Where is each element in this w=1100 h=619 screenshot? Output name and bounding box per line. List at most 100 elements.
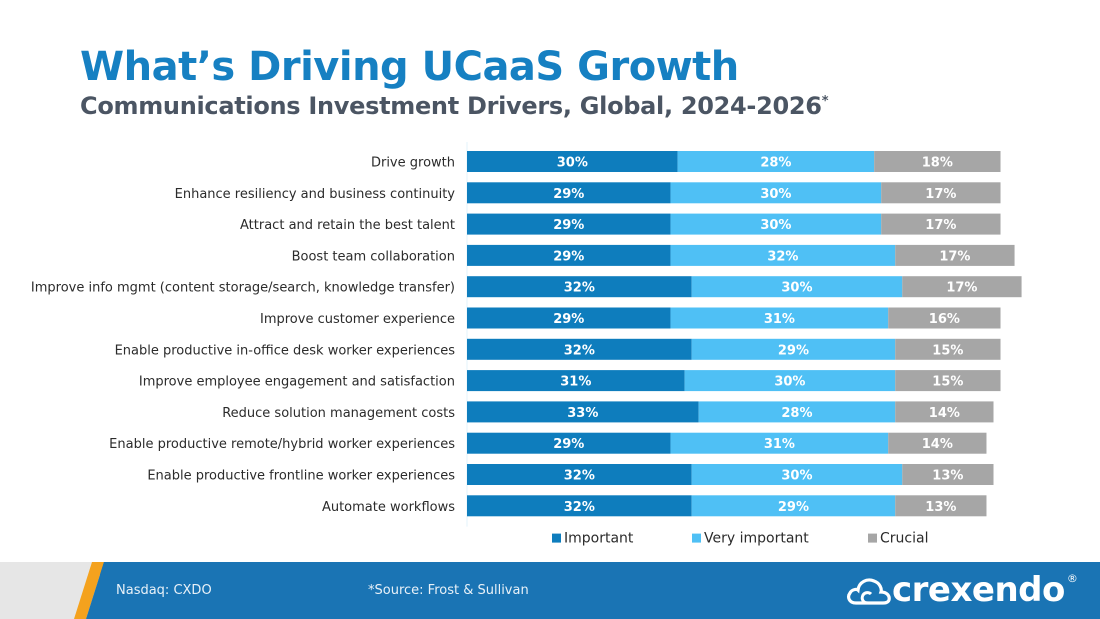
data-label: 29%	[553, 249, 584, 264]
bar-segment-very-important	[684, 370, 896, 392]
bar-segment-very-important	[691, 338, 896, 360]
subtitle-text: Communications Investment Drivers, Globa…	[80, 92, 822, 120]
bar-row: Reduce solution management costs 33% 28% 14…	[222, 401, 994, 423]
bar-segment-very-important	[670, 213, 882, 235]
category-label: Boost team collaboration	[292, 249, 455, 264]
bar-row: Enable productive frontline worker exper…	[147, 464, 994, 485]
data-label: 32%	[564, 343, 595, 358]
data-label: 29%	[553, 312, 584, 327]
data-label: 31%	[764, 437, 795, 452]
legend-label: Crucial	[880, 531, 928, 547]
category-label: Automate workflows	[322, 500, 455, 515]
data-label: 30%	[760, 187, 791, 202]
data-label: 17%	[946, 281, 977, 296]
legend-swatch	[868, 533, 877, 543]
bar-row: Drive growth 30% 28% 18%	[371, 151, 1001, 172]
registered-mark: ®	[1066, 572, 1078, 585]
bar-segment-crucial	[881, 182, 1001, 204]
bar-row: Automate workflows 32% 29% 13%	[322, 495, 987, 517]
bar-segment-very-important	[691, 276, 903, 298]
bar-segment-very-important	[670, 432, 889, 454]
logo-wordmark: crexendo	[892, 570, 1065, 610]
bar-segment-important	[467, 495, 692, 517]
legend-item: Very important	[692, 531, 809, 547]
stacked-bar-chart: Drive growth 30% 28% 18% Enhance resiliency …	[31, 142, 1022, 547]
crexendo-logo: crexendo ®	[846, 570, 1078, 610]
bar-row: Attract and retain the best talent 29% 30%…	[240, 213, 1001, 235]
bar-row: Enhance resiliency and business continui…	[175, 182, 1001, 204]
category-label: Improve customer experience	[260, 312, 455, 327]
data-label: 13%	[932, 469, 963, 484]
bar-row: Improve info mgmt (content storage/searc…	[31, 276, 1022, 298]
bar-segment-very-important	[698, 401, 896, 423]
category-label: Enable productive frontline worker exper…	[147, 469, 455, 484]
data-label: 33%	[567, 406, 598, 421]
bar-segment-very-important	[670, 307, 889, 329]
data-label: 31%	[560, 375, 591, 390]
bar-segment-crucial	[895, 338, 1001, 360]
page-subtitle: Communications Investment Drivers, Globa…	[80, 92, 828, 120]
category-label: Reduce solution management costs	[222, 406, 455, 421]
bar-segment-important	[467, 401, 699, 423]
category-label: Enable productive remote/hybrid worker e…	[109, 437, 455, 452]
data-label: 16%	[929, 312, 960, 327]
category-label: Enable productive in-office desk worker …	[115, 343, 456, 358]
bar-segment-important	[467, 182, 671, 204]
bar-segment-crucial	[895, 244, 1015, 266]
bar-segment-crucial	[895, 401, 994, 423]
legend-swatch	[692, 533, 701, 543]
bar-segment-important	[467, 276, 692, 298]
data-label: 13%	[925, 500, 956, 515]
data-label: 32%	[564, 500, 595, 515]
legend-label: Very important	[704, 531, 809, 547]
data-label: 30%	[774, 375, 805, 390]
data-label: 32%	[564, 469, 595, 484]
bar-segment-important	[467, 338, 692, 360]
data-label: 32%	[564, 281, 595, 296]
data-label: 15%	[932, 343, 963, 358]
subtitle-footnote-mark: *	[821, 94, 829, 109]
footer-bar: Nasdaq: CXDO *Source: Frost & Sullivan c…	[0, 562, 1100, 619]
footer-accent-stripe	[0, 562, 140, 619]
data-label: 29%	[553, 187, 584, 202]
data-label: 32%	[767, 249, 798, 264]
data-label: 31%	[764, 312, 795, 327]
data-label: 29%	[553, 218, 584, 233]
data-label: 17%	[925, 218, 956, 233]
data-label: 17%	[939, 249, 970, 264]
bar-row: Enable productive in-office desk worker …	[115, 338, 1001, 360]
bar-segment-very-important	[670, 244, 896, 266]
category-label: Attract and retain the best talent	[240, 218, 455, 233]
data-label: 14%	[922, 437, 953, 452]
bar-segment-crucial	[902, 464, 994, 485]
bar-segment-important	[467, 370, 685, 392]
bar-row: Improve employee engagement and satisfac…	[139, 370, 1001, 392]
bar-segment-crucial	[874, 151, 1001, 172]
legend-item: Crucial	[868, 531, 928, 547]
legend-item: Important	[552, 531, 634, 547]
bar-segment-crucial	[888, 307, 1001, 329]
data-label: 28%	[760, 156, 791, 171]
bar-segment-very-important	[691, 464, 903, 485]
data-label: 29%	[778, 343, 809, 358]
data-label: 30%	[781, 281, 812, 296]
data-label: 17%	[925, 187, 956, 202]
bar-segment-crucial	[895, 495, 987, 517]
bar-segment-important	[467, 432, 671, 454]
bar-segment-important	[467, 151, 678, 172]
bar-row: Improve customer experience 29% 31% 16%	[260, 307, 1001, 329]
data-label: 29%	[778, 500, 809, 515]
bar-segment-crucial	[881, 213, 1001, 235]
page-title: What’s Driving UCaaS Growth	[80, 44, 739, 90]
data-label: 15%	[932, 375, 963, 390]
bar-segment-important	[467, 244, 671, 266]
bar-segment-very-important	[677, 151, 875, 172]
bar-segment-very-important	[670, 182, 882, 204]
category-label: Drive growth	[371, 156, 455, 171]
data-label: 30%	[781, 469, 812, 484]
data-label: 29%	[553, 437, 584, 452]
data-label: 30%	[557, 156, 588, 171]
bar-segment-crucial	[895, 370, 1001, 392]
category-label: Enhance resiliency and business continui…	[175, 187, 456, 202]
data-label: 18%	[922, 156, 953, 171]
